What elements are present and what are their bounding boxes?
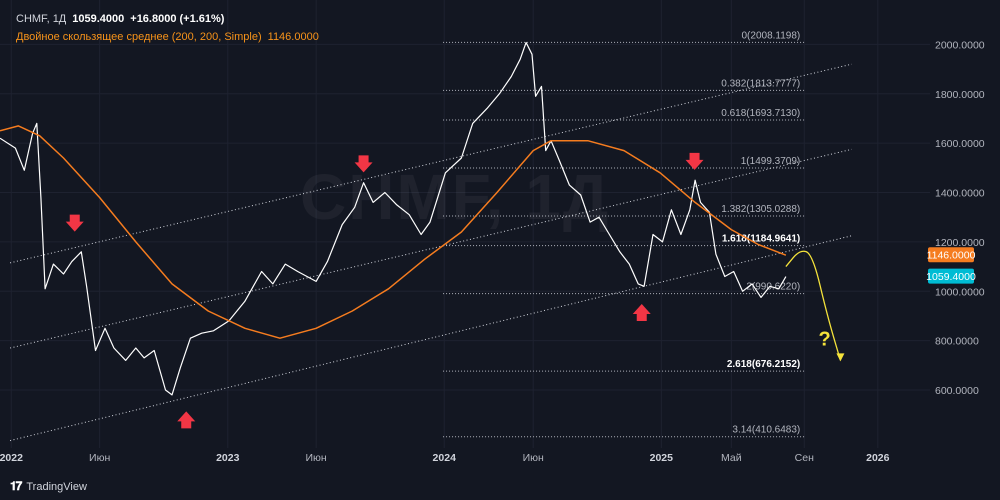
fib-level-label: 1(1499.3709) <box>741 156 801 167</box>
fib-level-label: 0(2008.1198) <box>742 30 801 41</box>
indicator-value: 1146.0000 <box>267 31 319 43</box>
x-tick-label: Май <box>721 452 742 464</box>
channel-line <box>9 63 852 264</box>
arrow-up-icon <box>177 411 196 429</box>
symbol-name[interactable]: CHMF <box>16 13 47 25</box>
indicator-legend[interactable]: Двойное скользящее среднее (200, 200, Si… <box>16 31 319 43</box>
arrow-down-icon <box>685 152 704 170</box>
trend-channel <box>9 63 852 442</box>
chart-series <box>0 41 787 396</box>
channel-line <box>9 235 852 442</box>
fib-level-label: 0.382(1813.7777) <box>721 78 800 89</box>
channel-line <box>9 148 852 349</box>
x-tick-label: 2022 <box>0 452 23 464</box>
x-tick-label: 2025 <box>650 452 674 464</box>
y-tick-label: 1000.0000 <box>935 286 985 298</box>
fib-level-label: 1.382(1305.0288) <box>721 204 800 215</box>
fib-level-label: 3.14(410.6483) <box>732 425 800 436</box>
fib-level-label: 0.618(1693.7130) <box>721 108 800 119</box>
forecast-question-mark: ? <box>818 329 830 351</box>
arrow-down-icon <box>65 214 84 232</box>
moving-average-line <box>0 125 787 339</box>
price-line <box>0 41 787 396</box>
tradingview-brand[interactable]: 𝟏𝟕 TradingView <box>10 479 87 494</box>
y-tick-label: 2000.0000 <box>935 39 985 51</box>
x-tick-label: Июн <box>523 452 544 464</box>
x-tick-label: 2026 <box>866 452 890 464</box>
indicator-label: Двойное скользящее среднее (200, 200, Si… <box>16 31 262 43</box>
y-tick-label: 800.0000 <box>935 336 979 348</box>
y-tick-label: 1400.0000 <box>935 188 985 200</box>
y-tick-label: 600.0000 <box>935 385 979 397</box>
forecast-curve <box>785 250 842 361</box>
symbol-watermark: CHMF, 1Д <box>300 161 611 233</box>
chart-annotations: ? <box>65 152 845 429</box>
last-price-badge-bg <box>928 268 974 284</box>
arrow-down-icon <box>354 155 373 173</box>
x-tick-label: 2023 <box>216 452 240 464</box>
y-tick-label: 1600.0000 <box>935 138 985 150</box>
brand-label: TradingView <box>26 480 87 493</box>
x-tick-label: Июн <box>89 452 110 464</box>
symbol-header: CHMF, 1Д 1059.4000 +16.8000 (+1.61%) <box>16 13 225 25</box>
y-axis: 2000.0000 1800.0000 1600.0000 1400.0000 1200… <box>926 39 985 397</box>
ma-price-badge-bg <box>928 247 974 263</box>
last-price: 1059.4000 <box>72 13 125 25</box>
fib-level-label: 2.618(676.2152) <box>727 359 800 370</box>
fib-level-label: 1.618(1184.9641) <box>722 234 800 245</box>
x-tick-label: Сен <box>795 452 814 464</box>
tradingview-logo-icon: 𝟏𝟕 <box>10 479 22 493</box>
ma-price-badge: 1146.0000 <box>927 250 976 262</box>
last-price-badge: 1059.4000 <box>926 271 976 283</box>
x-tick-label: Июн <box>306 452 327 464</box>
x-tick-label: 2024 <box>433 452 457 464</box>
price-change: +16.8000 (+1.61%) <box>130 13 225 25</box>
y-tick-label: 1800.0000 <box>935 89 985 101</box>
forecast-arrowhead-icon <box>836 353 845 362</box>
interval-label[interactable]: 1Д <box>52 13 67 25</box>
x-axis: 2022 Июн 2023 Июн 2024 Июн 2025 Май Сен 2026 <box>0 452 890 464</box>
arrow-up-icon <box>632 304 651 322</box>
grid <box>0 0 930 448</box>
y-tick-label: 1200.0000 <box>935 237 985 249</box>
